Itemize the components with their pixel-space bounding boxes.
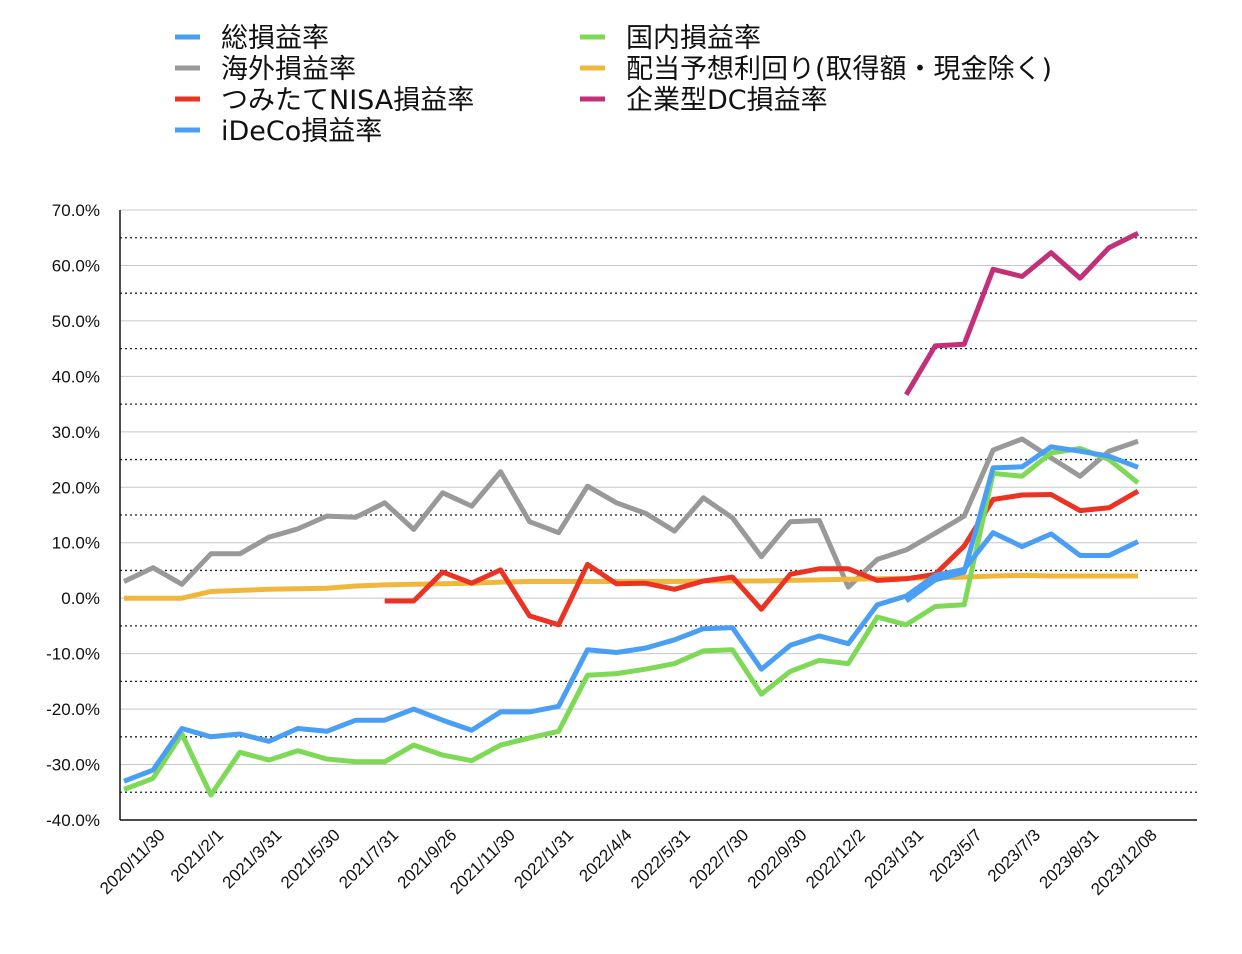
x-tick-label: 2022/5/31 (627, 825, 694, 892)
axes (119, 210, 1197, 821)
y-tick-label: 0.0% (61, 589, 100, 608)
x-tick-label: 2022/7/30 (685, 825, 752, 892)
series-line (904, 444, 1139, 604)
y-tick-label: 50.0% (52, 312, 100, 331)
series-line (124, 572, 1138, 601)
x-tick-label: 2023/7/3 (984, 825, 1044, 885)
x-tick-label: 2023/1/31 (860, 825, 927, 892)
legend-label: iDeCo損益率 (221, 116, 382, 147)
x-tick-label: 2020/11/30 (96, 825, 169, 898)
y-tick-label: -20.0% (46, 700, 100, 719)
x-tick-label: 2022/4/4 (575, 825, 635, 885)
x-tick-label: 2023/5/7 (926, 825, 986, 885)
x-tick-label: 2021/7/31 (335, 825, 402, 892)
series-line (904, 231, 1140, 396)
y-tick-label: 70.0% (52, 201, 100, 220)
legend-label: 企業型DC損益率 (626, 85, 828, 116)
gridlines (120, 209, 1197, 793)
x-axis-ticks: 2020/11/302021/2/12021/3/312021/5/302021… (96, 825, 1161, 899)
y-tick-label: -30.0% (46, 756, 100, 775)
x-tick-label: 2022/9/30 (744, 825, 811, 892)
y-tick-label: -10.0% (46, 645, 100, 664)
x-tick-label: 2022/12/2 (802, 825, 869, 892)
y-axis-ticks: 70.0% 60.0% 50.0% 40.0% 30.0% 20.0% 10.0% 0.0% -… (46, 201, 100, 830)
legend-label: 海外損益率 (221, 54, 356, 85)
x-tick-label: 2021/5/30 (277, 825, 344, 892)
x-tick-label: 2022/1/31 (510, 825, 577, 892)
legend-label: 配当予想利回り(取得額・現金除く) (626, 54, 1052, 85)
y-tick-label: 10.0% (52, 534, 100, 553)
legend-label: 国内損益率 (626, 23, 761, 54)
y-tick-label: -40.0% (46, 811, 100, 830)
x-tick-label: 2021/3/31 (219, 825, 286, 892)
y-tick-label: 40.0% (52, 367, 100, 386)
y-tick-label: 60.0% (52, 256, 100, 275)
series-line (123, 446, 1140, 798)
y-tick-label: 30.0% (52, 423, 100, 442)
series-line (384, 489, 1140, 628)
legend-label: つみたてNISA損益率 (221, 85, 474, 116)
series-line (122, 436, 1139, 590)
legend-label: 総損益率 (221, 23, 329, 54)
x-tick-label: 2021/2/1 (167, 825, 227, 885)
y-tick-label: 20.0% (52, 478, 100, 497)
series-lines (122, 231, 1140, 798)
